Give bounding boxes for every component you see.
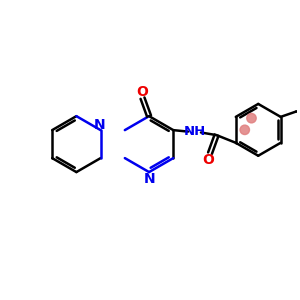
Text: NH: NH <box>183 125 206 138</box>
Circle shape <box>247 113 256 123</box>
Text: O: O <box>136 85 148 99</box>
Text: N: N <box>143 172 155 186</box>
Text: O: O <box>202 153 214 167</box>
Text: N: N <box>93 118 105 132</box>
Circle shape <box>240 125 250 134</box>
